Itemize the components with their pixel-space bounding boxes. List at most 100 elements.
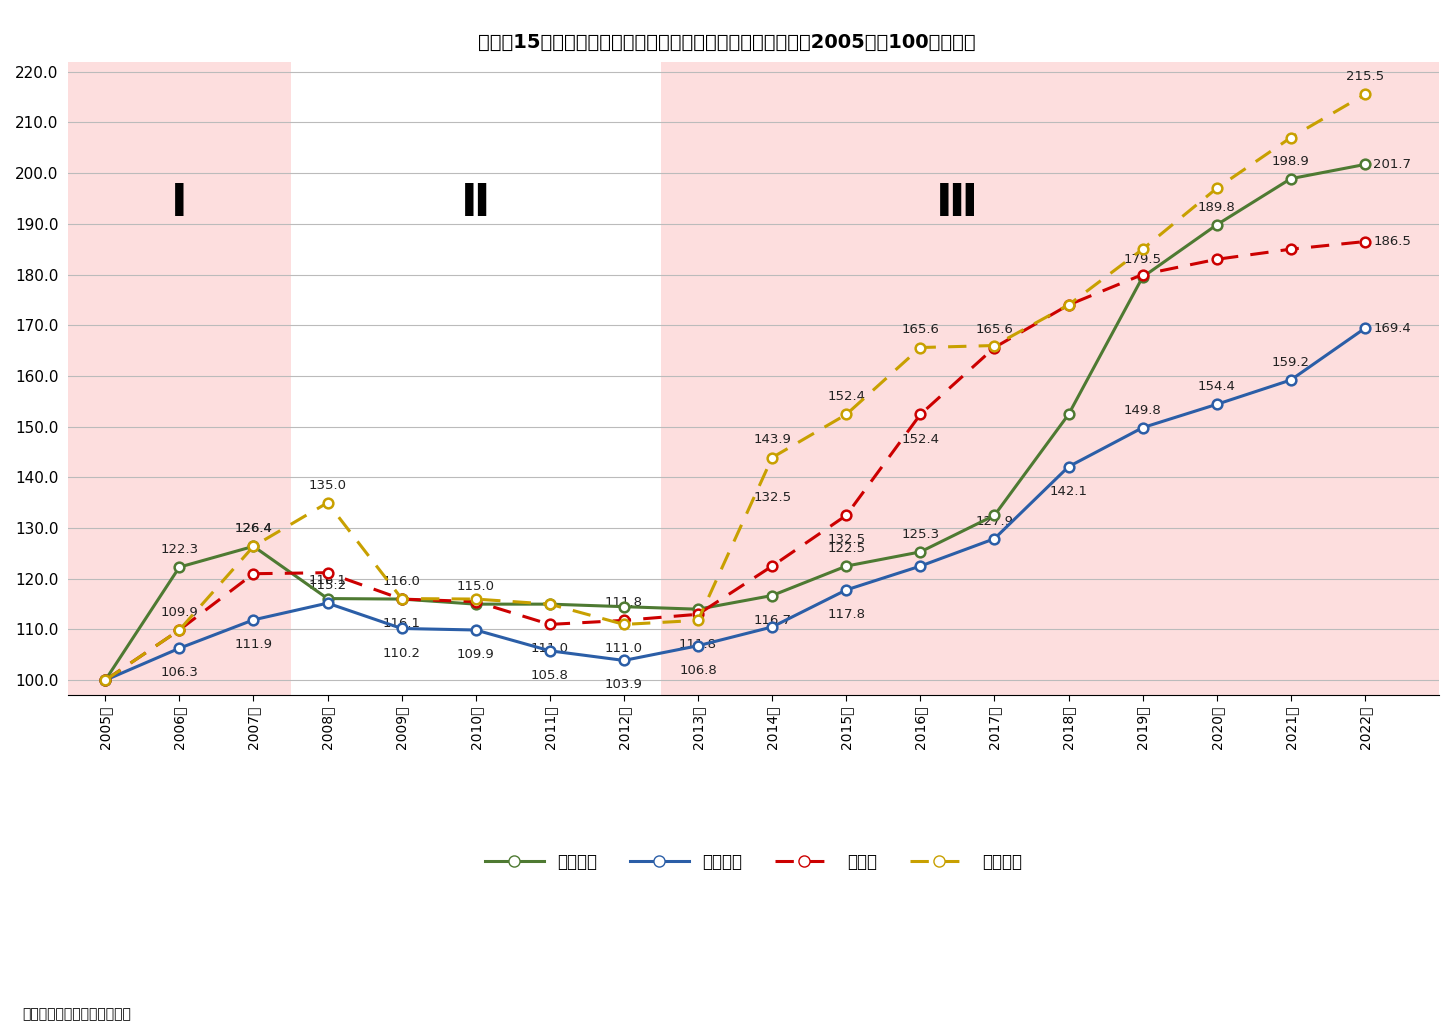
大阪都心 [541,598,558,610]
東京都心 [689,614,707,627]
Text: 126.4: 126.4 [234,522,272,536]
Text: 186.5: 186.5 [1373,235,1412,248]
Text: 135.0: 135.0 [308,479,346,491]
Text: 115.0: 115.0 [457,580,494,594]
Text: 169.4: 169.4 [1373,322,1410,335]
大阪市 [170,624,188,636]
Text: 198.9: 198.9 [1272,154,1310,168]
Text: 165.6: 165.6 [976,324,1013,336]
大阪郊外 [1357,322,1374,334]
Bar [291,62,662,696]
大阪郊外 [615,655,632,667]
Text: Ⅲ: Ⅲ [936,182,979,225]
Text: 図表－15　大阪市エリア別　「新築マンション価格指数」（2005年＝100、年次）: 図表－15 大阪市エリア別 「新築マンション価格指数」（2005年＝100、年次… [478,33,976,52]
Text: 132.5: 132.5 [753,491,791,505]
Text: 106.3: 106.3 [160,666,198,679]
大阪都心 [1208,218,1226,231]
大阪市 [689,608,707,620]
大阪郊外 [541,644,558,657]
Text: 111.8: 111.8 [679,638,717,651]
Text: Ⅰ: Ⅰ [172,182,188,225]
東京都心 [541,598,558,610]
大阪郊外 [1282,374,1300,387]
大阪市 [1060,299,1077,311]
大阪都心 [1134,271,1152,283]
東京都心 [318,496,336,509]
大阪郊外 [318,597,336,609]
Text: 103.9: 103.9 [605,678,643,692]
東京都心 [615,618,632,631]
Text: 179.5: 179.5 [1124,253,1162,266]
Text: Ⅱ: Ⅱ [461,182,490,225]
Text: 116.7: 116.7 [753,613,791,627]
Text: 127.9: 127.9 [976,515,1013,527]
大阪郊外 [838,584,855,597]
大阪都心 [1282,173,1300,185]
東京都心 [1282,131,1300,144]
Text: 142.1: 142.1 [1050,485,1088,497]
Text: 110.2: 110.2 [382,646,420,660]
大阪郊外 [244,613,262,626]
Line: 東京都心: 東京都心 [100,90,1370,686]
Text: 111.9: 111.9 [234,638,272,651]
Text: 122.3: 122.3 [160,543,198,556]
Line: 大阪市: 大阪市 [100,237,1370,686]
Text: 154.4: 154.4 [1198,381,1236,393]
大阪市 [96,674,113,687]
大阪郊外 [986,533,1003,545]
大阪都心 [170,560,188,573]
大阪都心 [763,589,781,602]
東京都心 [244,540,262,552]
Text: 122.5: 122.5 [827,542,865,555]
大阪市 [541,618,558,631]
大阪郊外 [170,642,188,655]
Line: 大阪郊外: 大阪郊外 [100,324,1370,686]
Text: 189.8: 189.8 [1198,201,1236,214]
大阪都心 [838,559,855,572]
Text: 116.1: 116.1 [382,616,420,630]
大阪都心 [318,592,336,605]
大阪郊外 [393,622,410,635]
大阪郊外 [763,620,781,633]
大阪市 [1208,253,1226,266]
大阪都心 [1060,408,1077,421]
Text: 165.6: 165.6 [901,324,939,336]
東京都心 [912,341,929,354]
Text: 116.1: 116.1 [308,575,346,587]
東京都心 [170,624,188,636]
Text: 109.9: 109.9 [160,606,198,619]
Legend: 大阪都心, 大阪郊外, 大阪市, 東京都心: 大阪都心, 大阪郊外, 大阪市, 東京都心 [478,846,1028,877]
大阪市 [763,559,781,572]
大阪郊外 [467,624,484,636]
Text: 109.9: 109.9 [457,648,494,661]
大阪郊外 [912,559,929,572]
東京都心 [1060,299,1077,311]
大阪都心 [393,592,410,605]
大阪都心 [986,509,1003,521]
Text: 159.2: 159.2 [1272,356,1310,369]
大阪都心 [912,546,929,558]
大阪郊外 [1134,422,1152,434]
大阪都心 [615,601,632,613]
Text: 111.0: 111.0 [605,642,643,656]
大阪市 [986,341,1003,354]
東京都心 [1208,182,1226,194]
大阪市 [467,596,484,608]
Line: 大阪都心: 大阪都心 [100,159,1370,686]
大阪市 [1357,236,1374,248]
大阪郊外 [1060,460,1077,473]
大阪郊外 [1208,398,1226,410]
東京都心 [467,592,484,605]
大阪都心 [96,674,113,687]
Text: （出所）ニッセイ基礎研究所: （出所）ニッセイ基礎研究所 [22,1007,131,1022]
Text: 132.5: 132.5 [827,534,865,546]
Text: 201.7: 201.7 [1373,158,1412,171]
Text: 115.2: 115.2 [308,579,346,592]
東京都心 [986,339,1003,352]
大阪市 [318,567,336,579]
大阪市 [838,509,855,521]
東京都心 [1134,243,1152,255]
Text: 116.0: 116.0 [382,575,420,588]
Text: 111.8: 111.8 [605,597,643,609]
東京都心 [393,592,410,605]
